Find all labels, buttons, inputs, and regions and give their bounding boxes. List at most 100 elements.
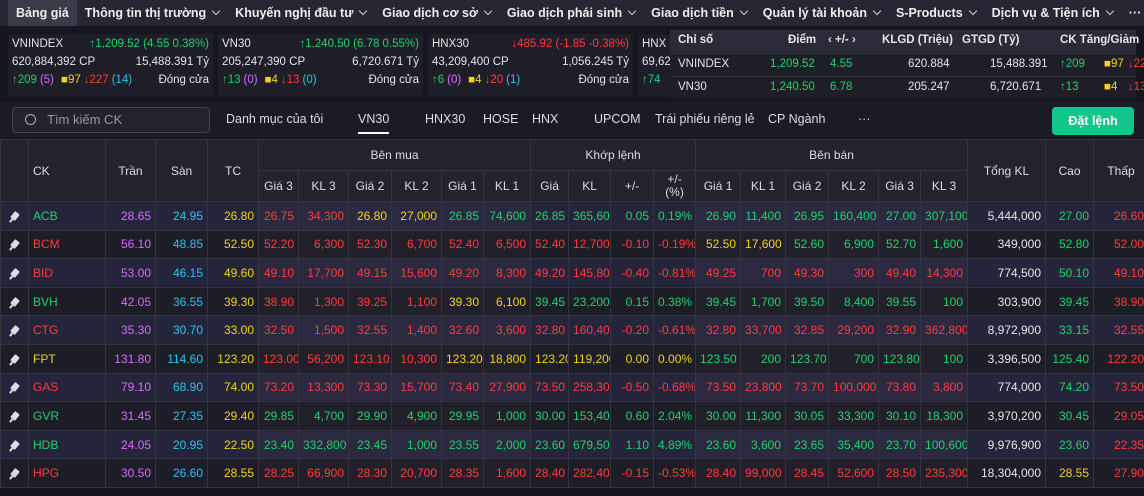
index-status: Đóng cửa [578,74,629,86]
nav-item[interactable]: Bảng giá [8,0,77,26]
nav-item[interactable]: Thông tin thị trường [77,0,227,26]
nav-item[interactable]: Dịch vụ & Tiện ích [984,0,1121,26]
pin-cell[interactable] [0,315,29,345]
market-tab[interactable]: CP Ngành [768,112,826,126]
cell: 679,500 [568,429,612,460]
cell: 74.00 [207,372,259,403]
pin-icon[interactable] [9,439,20,450]
cell: 27,000 [391,201,442,231]
header-cell: KL 3 [920,170,969,202]
summary-cell: ↑209 [1060,58,1085,70]
market-tab[interactable]: Danh mục của tôi [226,112,324,126]
index-card[interactable]: VNINDEX ↑1,209.52 (4.55 0.38%) 620,884,392… [8,34,213,96]
pin-cell[interactable] [0,372,29,403]
summary-header-cell: Chỉ số [678,34,714,46]
cell: 49.10 [258,258,299,288]
pin-cell[interactable] [0,343,29,374]
cell: 29,200 [828,315,880,345]
stock-row[interactable]: GAS 79.10 68.90 74.00 73.20 13,300 73.30 15,700… [0,372,1144,403]
cell: 6,900 [828,229,880,260]
nav-item[interactable]: Giao dịch phái sinh [499,0,643,26]
market-tab[interactable]: VN30 [358,112,390,134]
summary-cell: VN30 [678,81,707,93]
stock-row[interactable]: HDB 24.05 20.95 22.50 23.40 332,800 23.45 1,000… [0,429,1144,460]
header-cell: Giá 1 [695,170,742,202]
stock-row[interactable]: FPT 131.80 114.60 123.20 123.00 56,200 123.10 1… [0,343,1144,374]
market-tab[interactable]: ··· [858,112,871,126]
cell: 27.00 [878,201,922,231]
pin-cell[interactable] [0,429,29,460]
pin-cell[interactable] [0,258,29,288]
header-cell: Cao [1045,139,1095,202]
cell: 74.20 [1045,372,1095,403]
summary-cell: 6.78 [830,81,853,93]
pin-icon[interactable] [9,325,20,336]
pin-icon[interactable] [9,410,20,421]
search-box[interactable]: Tìm kiếm CK [12,107,210,133]
cell: 49.20 [441,258,484,288]
cell: 3,600 [740,429,787,460]
nav-item[interactable]: S-Products [888,0,984,26]
cell: 18,300 [920,401,969,431]
nav-item[interactable]: Giao dịch tiền [643,0,755,26]
cell: 23.60 [1045,429,1095,460]
symbol: CTG [28,315,106,345]
stock-row[interactable]: BVH 42.05 36.55 39.30 38.90 1,300 39.25 1,100 39… [0,286,1144,317]
cell: 52,600 [828,458,880,488]
nav-item[interactable]: Khuyến nghị đầu tư [227,0,374,26]
cell: 73.40 [441,372,484,403]
cell: 258,300 [568,372,612,403]
pin-icon[interactable] [9,239,20,250]
cell: 33,700 [740,315,787,345]
nav-item[interactable]: Quản lý tài khoản [755,0,888,26]
cell: 39.45 [530,286,570,317]
market-tab[interactable]: UPCOM [594,112,641,126]
pin-cell[interactable] [0,229,29,260]
stock-row[interactable]: CTG 35.30 30.70 33.00 32.50 1,500 32.55 1,400 32… [0,315,1144,345]
pin-icon[interactable] [9,468,20,479]
cell: 73.30 [348,372,392,403]
market-tab[interactable]: HOSE [483,112,519,126]
pin-icon[interactable] [9,382,20,393]
cell: 28.65 [105,201,156,231]
index-card[interactable]: HNX 69,62 ↑74 [638,34,670,96]
cell: 28.35 [441,458,484,488]
nav-item[interactable]: Giao dịch cơ sở [374,0,499,26]
cell: 1.10 [610,429,655,460]
index-card[interactable]: HNX30 ↓485.92 (-1.85 -0.38%) 43,209,400 CP… [428,34,633,96]
market-tab[interactable]: HNX30 [425,112,466,126]
pin-cell[interactable] [0,201,29,231]
cell: 52.80 [1045,229,1095,260]
header-cell: Giá 3 [258,170,299,202]
cell: 160,400 [828,201,880,231]
stock-row[interactable]: GVR 31.45 27.35 29.40 29.85 4,700 29.90 4,900 29… [0,401,1144,431]
order-button[interactable]: Đặt lệnh [1052,107,1134,135]
index-status: Đóng cửa [158,74,209,86]
market-tab[interactable]: Trái phiếu riêng lẻ [655,112,755,126]
cell: -0.19% [653,229,697,260]
stock-row[interactable]: ACB 28.65 24.95 26.80 26.75 34,300 26.80 27,000… [0,201,1144,231]
pin-cell[interactable] [0,401,29,431]
pin-icon[interactable] [9,267,20,278]
pin-cell[interactable] [0,458,29,488]
market-tab[interactable]: HNX [532,112,559,126]
stock-row[interactable]: BCM 56.10 48.85 52.50 52.20 6,300 52.30 6,700 52… [0,229,1144,260]
cell: 52.70 [878,229,922,260]
stock-row[interactable]: BID 53.00 46.15 49.60 49.10 17,700 49.15 15,600… [0,258,1144,288]
index-card[interactable]: VN30 ↑1,240.50 (6.78 0.55%) 205,247,390 CP… [218,34,423,96]
cell: 28.30 [348,458,392,488]
cell: 774,500 [967,258,1047,288]
cell: 46.15 [155,258,208,288]
nav-item[interactable]: ··· [1128,6,1142,20]
summary-header-cell: ‹ +/- › [828,34,856,46]
pin-cell[interactable] [0,286,29,317]
stock-row[interactable]: HPG 30.50 26.60 28.55 28.25 66,900 28.30 20,700… [0,458,1144,488]
pin-icon[interactable] [9,210,20,221]
cell: 9,976,900 [967,429,1047,460]
cell: 13,300 [298,372,349,403]
pin-icon[interactable] [9,296,20,307]
summary-cell: ↑13 [1060,81,1079,93]
pin-icon[interactable] [9,353,20,364]
cell: 73.20 [258,372,299,403]
index-cards: VNINDEX ↑1,209.52 (4.55 0.38%) 620,884,392… [0,30,670,98]
